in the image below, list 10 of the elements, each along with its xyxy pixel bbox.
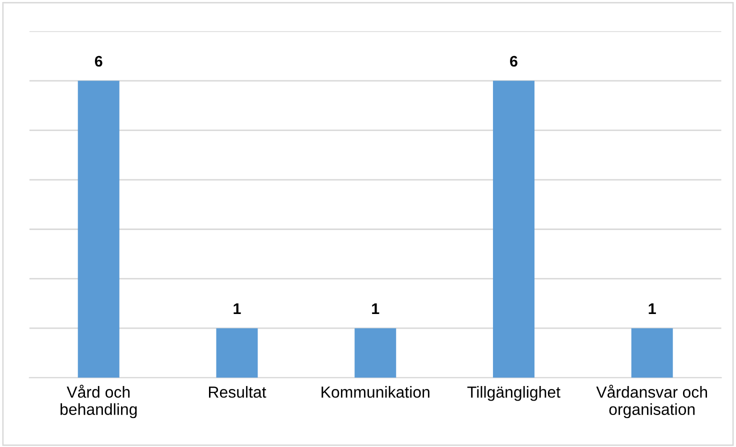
data-label: 1 <box>648 303 656 314</box>
x-tick-label: Vårdansvar och organisation <box>596 384 707 418</box>
x-tick-label: Tillgänglighet <box>467 386 560 401</box>
data-label: 6 <box>510 56 518 67</box>
x-tick-label: Vård och behandling <box>60 384 137 418</box>
x-tick-label: Kommunikation <box>322 386 430 398</box>
data-label: 1 <box>234 303 241 314</box>
x-tick-label: Resultat <box>209 386 266 398</box>
data-label: 1 <box>372 303 380 314</box>
data-label: 6 <box>94 56 102 67</box>
